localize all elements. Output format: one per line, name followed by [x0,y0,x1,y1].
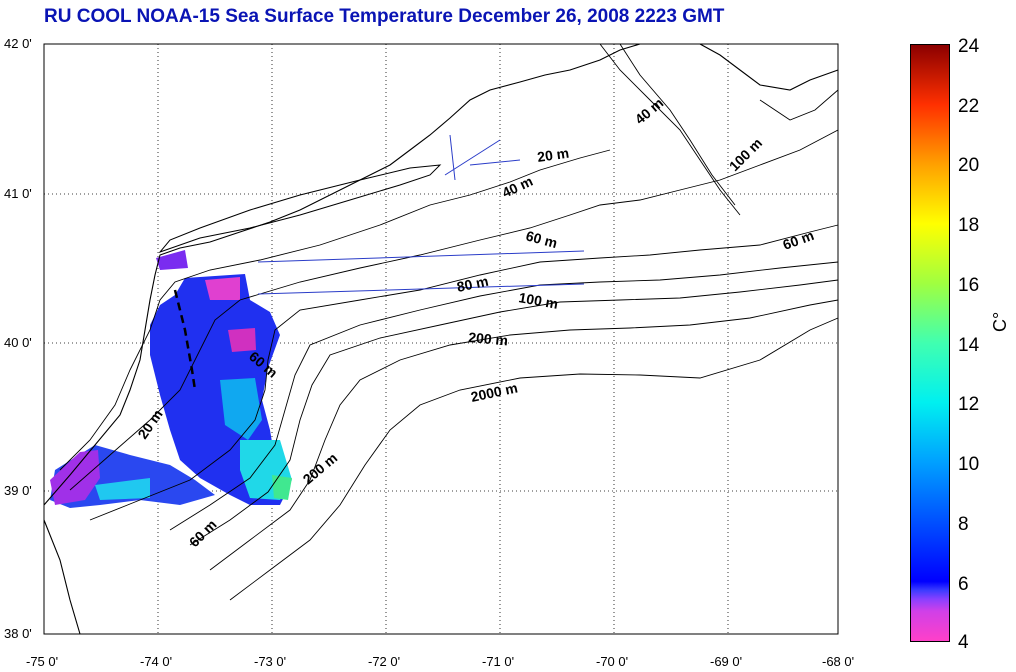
bathymetry-contours [59,43,839,601]
sst-patch-nj-warm-2 [228,328,256,352]
colorbar-tick-label: 24 [958,36,980,57]
colorbar-tick-label: 22 [958,96,980,117]
contour-20m [59,149,611,471]
lon-tick-label: -69 0' [710,654,742,669]
lon-tick-label: -68 0' [822,654,854,669]
contour-80m [169,261,839,531]
colorbar-tick-label: 10 [958,454,980,475]
lon-tick-label: -70 0' [596,654,628,669]
map-title: RU COOL NOAA-15 Sea Surface Temperature … [44,6,725,27]
contour-2000m [229,317,839,601]
contour-100m [189,279,839,546]
colorbar-tick-label: 18 [958,215,980,236]
lon-tick-labels: -75 0' -74 0' -73 0' -72 0' -71 0' -70 0… [26,654,854,669]
colorbar-gradient [910,44,950,642]
lon-tick-label: -74 0' [140,654,172,669]
sst-patch-shelf-green [272,475,292,500]
colorbar-tick-label: 8 [958,514,969,535]
sst-patch-delaware-cyan [95,478,150,500]
long-island [158,164,442,254]
contour-label: 80 m [455,273,490,295]
sst-patch-ny-bight [156,250,188,270]
colorbar-unit-label: C° [990,311,1010,332]
lon-tick-label: -72 0' [368,654,400,669]
colorbar [910,44,950,642]
lat-tick-label: 40 0' [4,335,32,350]
contour-40m [69,129,839,491]
contour-label: 60 m [524,227,559,251]
colorbar-tick-label: 4 [958,632,969,653]
colorbar-tick-label: 6 [958,574,969,595]
contour-label: 200 m [468,329,509,348]
coastline [43,43,839,635]
contour-label: 20 m [536,145,570,165]
contour-gulf-maine [599,43,839,216]
contour-200m [209,299,839,571]
contour-label: 100 m [517,289,559,312]
lat-tick-label: 39 0' [4,483,32,498]
lat-tick-label: 41 0' [4,186,32,201]
lat-tick-label: 42 0' [4,36,32,51]
colorbar-tick-label: 16 [958,275,980,296]
lon-tick-label: -75 0' [26,654,58,669]
colorbar-tick-label: 12 [958,394,980,415]
sst-patch-nj-warm [205,277,240,300]
dashed-transect [173,289,197,391]
sst-patch-delaware-bay [50,450,100,505]
lat-tick-labels: 42 0' 41 0' 40 0' 39 0' 38 0' [4,36,32,641]
lon-tick-label: -73 0' [254,654,286,669]
contour-60m [89,224,839,521]
colorbar-tick-label: 14 [958,335,980,356]
ship-tracks [257,134,585,295]
lon-tick-label: -71 0' [482,654,514,669]
colorbar-tick-label: 20 [958,155,980,176]
lat-tick-label: 38 0' [4,626,32,641]
